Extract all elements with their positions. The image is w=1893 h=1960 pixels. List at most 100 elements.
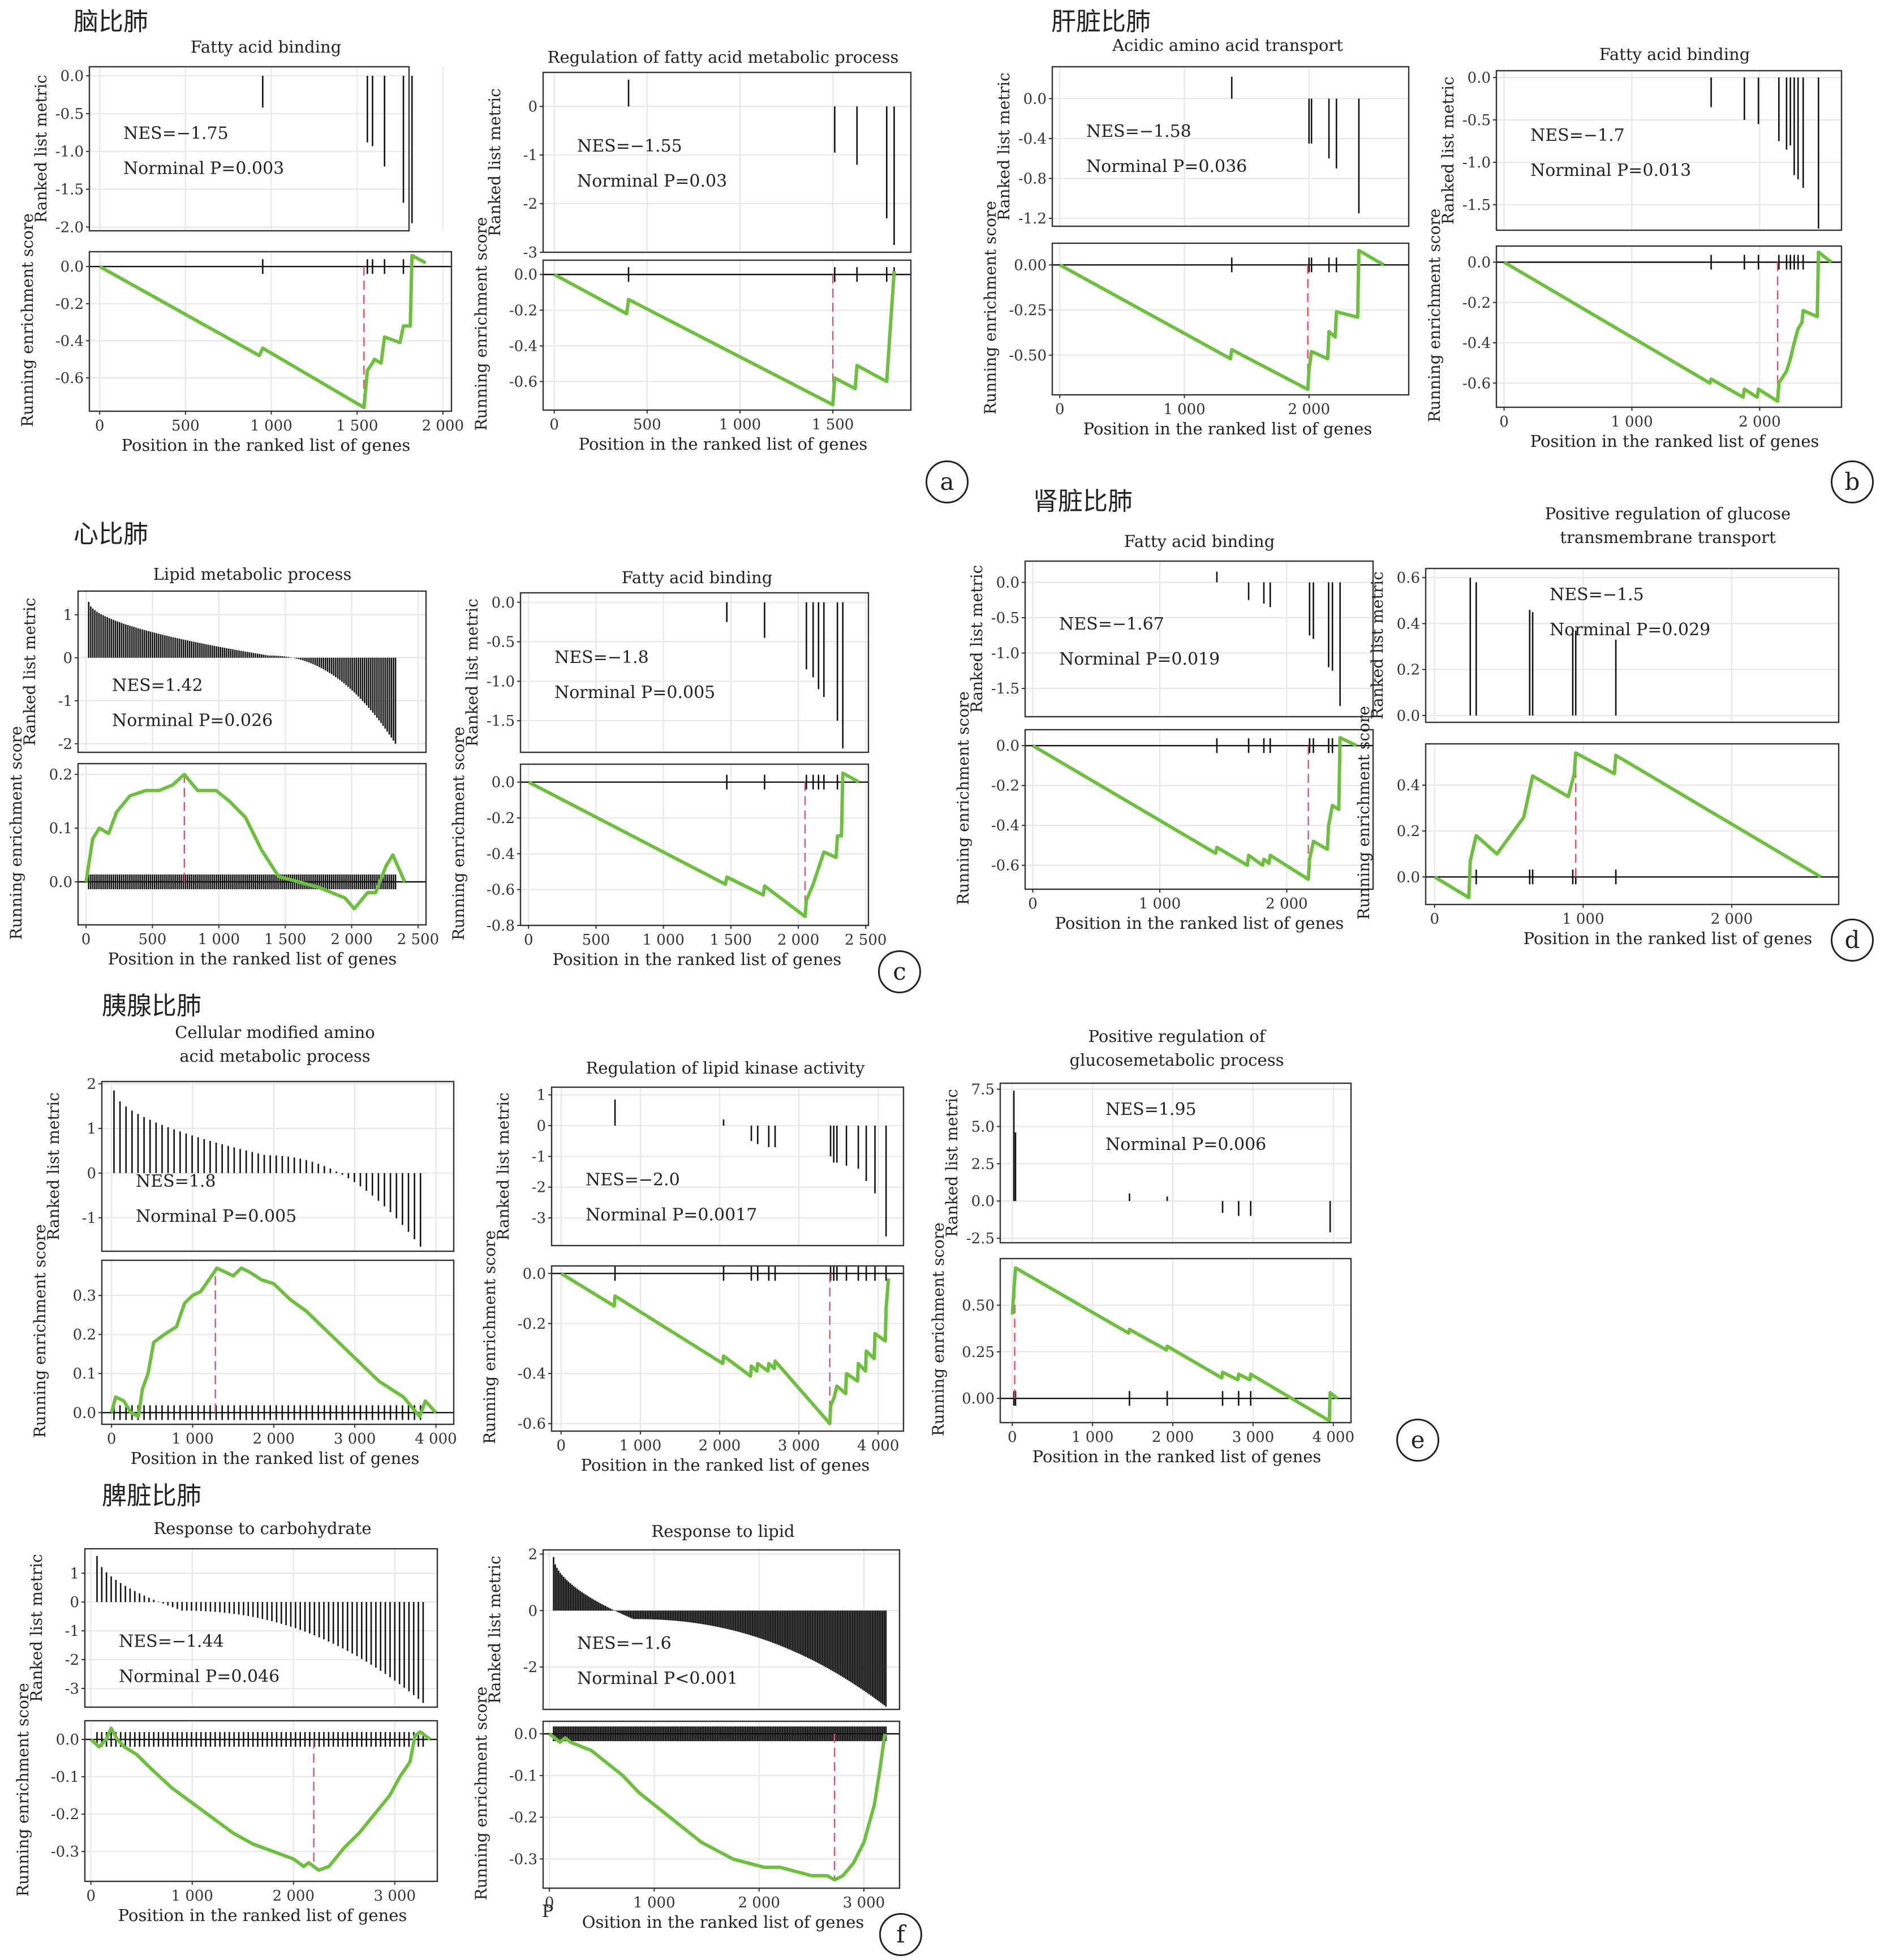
es-ytick-label: -0.2 xyxy=(55,296,84,313)
es-ytick-label: -0.4 xyxy=(518,1365,546,1382)
es-curve xyxy=(89,1726,432,1872)
metric-ytick-label: 0 xyxy=(87,1165,96,1182)
metric-axis-label: Ranked list metric xyxy=(967,565,986,713)
section-title-liver: 肝脏比肺 xyxy=(1051,7,1151,36)
es-curve xyxy=(84,773,407,911)
es-ytick-label: 0.0 xyxy=(49,874,72,891)
es-ytick-label: -0.4 xyxy=(487,846,515,863)
es-axis-label: Running enrichment score xyxy=(472,1687,491,1901)
gsea-panel-11: Positive regulation of glucosemetabolic p… xyxy=(929,1027,1354,1466)
xtick-label: 1 000 xyxy=(198,931,240,948)
metric-axis-label: Ranked list metric xyxy=(20,598,39,746)
metric-ytick-label: -0.8 xyxy=(1018,170,1047,187)
es-plot-bg xyxy=(1052,243,1409,395)
es-ytick-label: 0.0 xyxy=(61,259,84,275)
es-axis-label: Running enrichment score xyxy=(7,726,25,940)
metric-ytick-label: -0.5 xyxy=(1462,112,1491,129)
xtick-label: 1 500 xyxy=(264,931,306,948)
chart-title: acid metabolic process xyxy=(179,1046,370,1066)
xtick-label: 1 000 xyxy=(633,1894,675,1911)
es-ytick-label: -0.4 xyxy=(509,338,537,355)
section-title-brain: 脑比肺 xyxy=(74,7,148,36)
xtick-label: 3 000 xyxy=(778,1437,820,1454)
nes-label: NES=−1.44 xyxy=(119,1632,224,1652)
xtick-label: 0 xyxy=(549,416,559,433)
metric-ytick-label: 0 xyxy=(70,1594,79,1611)
es-ytick-label: 0.25 xyxy=(962,1344,995,1361)
nes-label: NES=−1.55 xyxy=(577,136,682,156)
metric-ytick-label: -1.0 xyxy=(1462,154,1491,171)
x-axis-label: Position in the ranked list of genes xyxy=(1530,432,1819,451)
es-plot-bg xyxy=(543,1721,900,1888)
metric-frame xyxy=(542,71,912,253)
xtick-label: 1 000 xyxy=(642,932,684,949)
es-plot-bg xyxy=(78,764,426,925)
xtick-label: 1 000 xyxy=(1163,401,1205,418)
xtick-label: 500 xyxy=(633,416,661,433)
metric-ytick-label: 0.2 xyxy=(1397,662,1420,679)
xtick-label: 2 000 xyxy=(330,931,372,948)
metric-ytick-label: 1 xyxy=(87,1121,96,1138)
pvalue-label: Norminal P=0.029 xyxy=(1550,620,1710,640)
xtick-label: 0 xyxy=(1055,401,1065,418)
xtick-label: 1 000 xyxy=(1611,413,1653,430)
es-ytick-label: 0.1 xyxy=(73,1365,96,1382)
gsea-panel-2: Regulation of fatty acid metabolic proce… xyxy=(472,48,912,454)
xtick-label: 1 000 xyxy=(171,1888,213,1905)
es-plot-bg xyxy=(85,1721,437,1881)
metric-axis-label: Ranked list metric xyxy=(1368,571,1387,720)
es-ytick-label: 0.0 xyxy=(56,1731,79,1748)
es-ytick-label: 0.0 xyxy=(514,266,537,283)
chart-title: Regulation of fatty acid metabolic proce… xyxy=(548,48,899,67)
chart-title: Response to lipid xyxy=(651,1522,794,1541)
panel-label-e: e xyxy=(1396,1419,1439,1462)
metric-ytick-label: 0.6 xyxy=(1397,570,1420,587)
xtick-label: 2 000 xyxy=(1266,895,1307,912)
metric-plot-bg xyxy=(1052,67,1409,226)
xtick-label: 1 500 xyxy=(710,932,752,949)
chart-title: Cellular modified amino xyxy=(175,1023,375,1042)
es-curve xyxy=(1434,751,1822,899)
xtick-label: 2 500 xyxy=(397,931,439,948)
pvalue-label: Norminal P=0.005 xyxy=(136,1207,296,1226)
xtick-label: 0 xyxy=(81,931,91,948)
es-curve xyxy=(560,1272,890,1425)
x-axis-label: Position in the ranked list of genes xyxy=(1055,914,1344,933)
es-frame xyxy=(542,259,912,411)
metric-plot-bg xyxy=(552,1087,904,1246)
xtick-label: 1 000 xyxy=(171,1431,213,1448)
metric-axis-label: Ranked list metric xyxy=(494,1092,513,1240)
metric-ytick-label: -1.5 xyxy=(487,713,515,730)
xtick-label: 2 000 xyxy=(738,1894,780,1911)
xtick-label: 2 000 xyxy=(422,417,464,434)
section-title-pancreas: 胰腺比肺 xyxy=(102,992,201,1020)
es-ytick-label: -0.1 xyxy=(51,1769,79,1786)
xtick-label: 3 000 xyxy=(843,1894,885,1911)
xtick-label: 0 xyxy=(557,1437,566,1454)
es-ytick-label: -0.8 xyxy=(487,917,515,934)
x-axis-label: Position in the ranked list of genes xyxy=(1032,1447,1322,1466)
xtick-label: 1 000 xyxy=(619,1437,661,1454)
metric-ytick-label: -1.5 xyxy=(991,680,1019,697)
panel-label-f: f xyxy=(879,1913,922,1956)
pvalue-label: Norminal P=0.003 xyxy=(123,159,284,179)
metric-plot-bg xyxy=(543,72,911,252)
metric-plot-bg xyxy=(85,1549,437,1707)
nes-label: NES=−1.58 xyxy=(1086,122,1191,141)
xtick-label: 0 xyxy=(1499,413,1509,430)
metric-plot-bg xyxy=(89,67,409,231)
chart-title: Positive regulation of glucose xyxy=(1545,504,1791,523)
section-title-heart: 心比肺 xyxy=(74,520,148,549)
metric-axis-label: Ranked list metric xyxy=(485,1556,504,1704)
xtick-label: 500 xyxy=(139,931,167,948)
xtick-label: 2 000 xyxy=(1711,911,1753,928)
xtick-label: 4 000 xyxy=(1313,1429,1354,1446)
metric-ytick-label: -0.5 xyxy=(55,106,84,123)
pvalue-label: Norminal P=0.036 xyxy=(1086,157,1247,176)
xtick-label: 1 000 xyxy=(1562,911,1604,928)
es-ytick-label: -0.3 xyxy=(51,1843,79,1860)
metric-axis-label: Ranked list metric xyxy=(485,88,504,236)
es-plot-bg xyxy=(89,252,451,411)
nes-label: NES=1.8 xyxy=(136,1171,216,1191)
xtick-label: 2 000 xyxy=(253,1431,295,1448)
